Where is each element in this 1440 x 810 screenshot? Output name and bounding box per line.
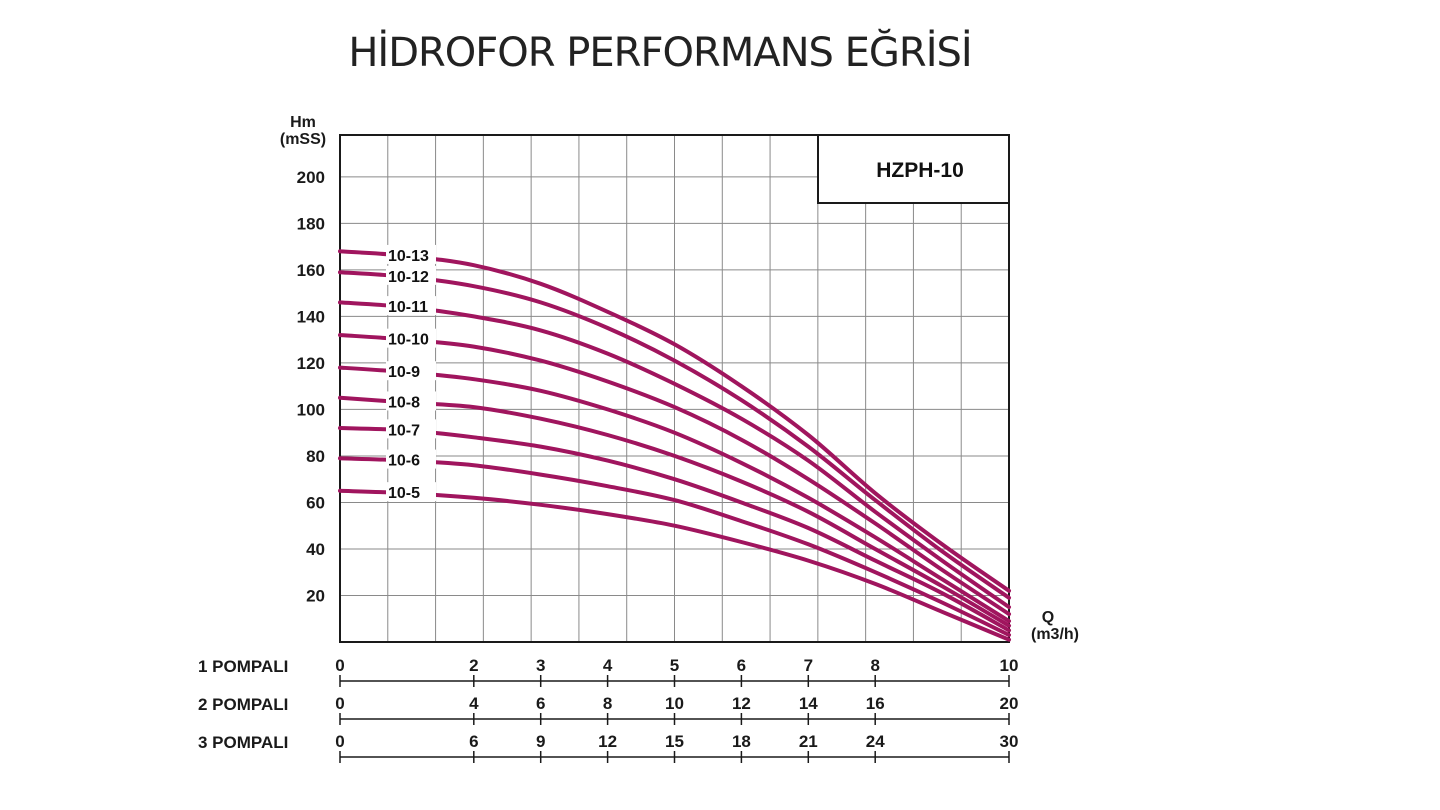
x-tick-label: 0	[335, 656, 344, 675]
curve-label-10-9: 10-9	[388, 364, 420, 381]
y-axis-label: Hm (mSS)	[280, 114, 326, 148]
curve-label-10-13: 10-13	[388, 248, 429, 265]
curve-10-10	[338, 333, 1011, 617]
model-box-frame	[817, 134, 1010, 204]
page-title: HİDROFOR PERFORMANS EĞRİSİ	[348, 30, 972, 76]
x-tick-label: 0	[335, 732, 344, 751]
curve-10-8	[338, 395, 1011, 628]
y-tick-label: 120	[297, 354, 325, 373]
x-tick-label: 12	[732, 694, 751, 713]
curve-label-bg	[386, 296, 436, 316]
curve-10-5	[338, 488, 1011, 642]
x-tick-label: 4	[469, 694, 479, 713]
x-tick-label: 0	[335, 694, 344, 713]
x-axis-unit: (m3/h)	[1031, 626, 1079, 643]
curve-label-bg	[386, 449, 436, 469]
x-tick-label: 12	[598, 732, 617, 751]
y-axis-unit: (mSS)	[280, 131, 326, 148]
curve-label-10-12: 10-12	[388, 269, 429, 286]
x-tick-label: 30	[1000, 732, 1019, 751]
x-axis-scales: 1 POMPALI 0 2 3 4 5 6 7 8 10 2 POMPALI 0 4 6 8 10 12 14 16…	[198, 656, 1018, 763]
x-scale-row: 3 POMPALI 0 6 9 12 15 18 21 24 30	[198, 732, 1018, 763]
curve-label-10-8: 10-8	[388, 394, 420, 411]
x-tick-label: 20	[1000, 694, 1019, 713]
x-tick-label: 24	[866, 732, 885, 751]
curve-10-9	[338, 365, 1011, 624]
x-tick-label: 2	[469, 656, 478, 675]
x-tick-label: 3	[536, 656, 545, 675]
x-tick-label: 6	[737, 656, 746, 675]
x-tick-label: 8	[603, 694, 612, 713]
curve-10-11	[338, 300, 1011, 610]
x-tick-label: 15	[665, 732, 684, 751]
y-tick-label: 80	[306, 447, 325, 466]
curve-10-7	[338, 426, 1011, 633]
curve-label-bg	[386, 328, 436, 348]
model-label: HZPH-10	[876, 159, 964, 182]
x-tick-label: 4	[603, 656, 613, 675]
x-tick-label: 7	[804, 656, 813, 675]
model-box: HZPH-10	[817, 134, 1010, 204]
curve-label-10-7: 10-7	[388, 422, 420, 439]
x-tick-label: 5	[670, 656, 679, 675]
x-tick-label: 10	[1000, 656, 1019, 675]
curve-label-bg	[386, 361, 436, 381]
curve-label-bg	[386, 265, 436, 285]
x-tick-label: 10	[665, 694, 684, 713]
curve-label-10-11: 10-11	[388, 299, 428, 316]
pump-curves	[338, 249, 1011, 642]
curve-label-10-6: 10-6	[388, 453, 420, 470]
curve-10-13	[338, 249, 1011, 593]
curve-10-6	[338, 456, 1011, 637]
x-tick-label: 21	[799, 732, 818, 751]
curve-label-10-5: 10-5	[388, 485, 420, 502]
x-scale-row: 2 POMPALI 0 4 6 8 10 12 14 16 20	[198, 694, 1018, 725]
x-tick-label: 8	[870, 656, 879, 675]
curve-labels: 10-13 10-12 10-11 10-10 10-9 10-8 10-7 10-6 10-5	[386, 244, 436, 502]
y-tick-label: 140	[297, 307, 325, 326]
y-axis-title: Hm	[290, 114, 316, 131]
x-scale-name: 2 POMPALI	[198, 695, 288, 714]
x-scale-name: 1 POMPALI	[198, 657, 288, 676]
curve-10-12	[338, 270, 1011, 600]
y-tick-label: 100	[297, 400, 325, 419]
x-axis-title: Q	[1042, 609, 1054, 626]
x-tick-label: 6	[469, 732, 478, 751]
y-axis-ticks: 20 40 60 80 100 120 140 160 180 200	[297, 168, 325, 606]
y-tick-label: 20	[306, 586, 325, 605]
curve-label-10-10: 10-10	[388, 332, 429, 349]
y-tick-label: 160	[297, 261, 325, 280]
x-tick-label: 9	[536, 732, 545, 751]
y-tick-label: 60	[306, 493, 325, 512]
x-tick-label: 16	[866, 694, 885, 713]
plot-frame	[339, 134, 1010, 643]
curve-label-bg	[386, 391, 436, 411]
curve-label-bg	[386, 419, 436, 439]
curve-label-bg	[386, 244, 436, 264]
y-tick-label: 180	[297, 214, 325, 233]
x-tick-label: 14	[799, 694, 818, 713]
curve-label-bg	[386, 482, 436, 502]
x-tick-label: 6	[536, 694, 545, 713]
y-tick-label: 200	[297, 168, 325, 187]
x-axis-label: Q (m3/h)	[1031, 609, 1079, 643]
y-tick-label: 40	[306, 540, 325, 559]
x-scale-row: 1 POMPALI 0 2 3 4 5 6 7 8 10	[198, 656, 1018, 687]
x-tick-label: 18	[732, 732, 751, 751]
x-scale-name: 3 POMPALI	[198, 733, 288, 752]
